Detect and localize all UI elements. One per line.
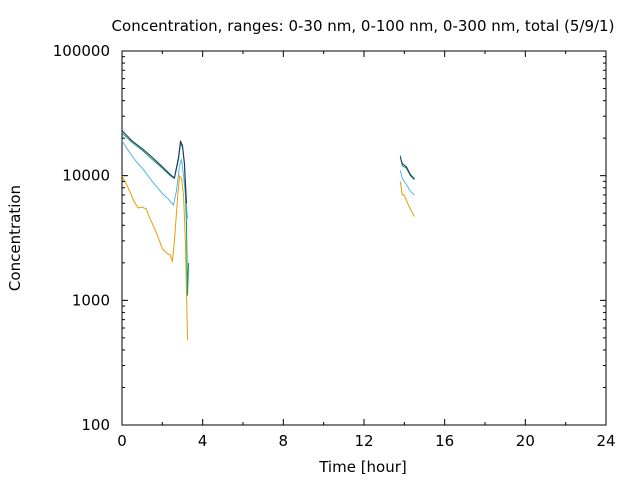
- series-1-segment-1: [121, 175, 188, 341]
- y-tick-label: 100000: [53, 42, 110, 60]
- x-tick-label: 20: [516, 432, 535, 450]
- x-tick-label: 24: [596, 432, 615, 450]
- x-tick-label: 4: [198, 432, 208, 450]
- y-tick-label: 100: [81, 416, 110, 434]
- plot-frame: [121, 50, 607, 426]
- series-4-segment-1: [121, 130, 187, 204]
- y-tick-label: 10000: [62, 167, 110, 185]
- x-tick-label: 8: [279, 432, 289, 450]
- x-tick-label: 16: [435, 432, 454, 450]
- x-axis-label: Time [hour]: [318, 458, 407, 476]
- series-1-segment-2: [399, 181, 415, 217]
- y-axis-label: Concentration: [6, 185, 24, 291]
- chart-title: Concentration, ranges: 0-30 nm, 0-100 nm…: [112, 17, 615, 35]
- y-tick-label: 1000: [72, 291, 110, 309]
- series-4-segment-2: [399, 157, 415, 180]
- x-tick-label: 12: [354, 432, 373, 450]
- series-2-segment-2: [399, 170, 415, 196]
- axis-ticks: 0 4 8 12 16 20 24 100 1000 10000 100000: [53, 42, 616, 450]
- series-layer: [121, 130, 415, 341]
- x-tick-label: 0: [117, 432, 127, 450]
- series-2-segment-1: [121, 140, 188, 219]
